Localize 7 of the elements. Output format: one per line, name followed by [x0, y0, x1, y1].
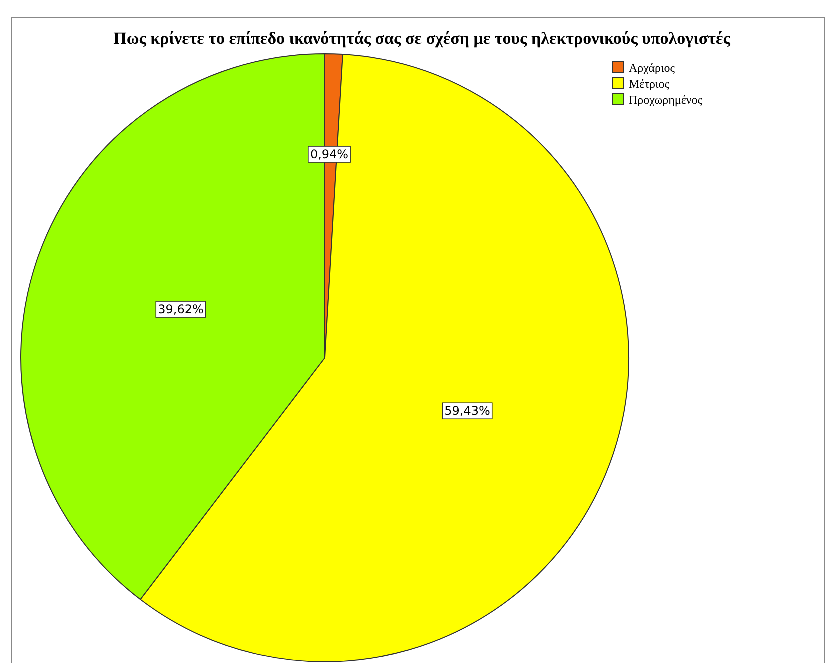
chart-title: Πως κρίνετε το επίπεδο ικανότητάς σας σε σχέση με τους ηλεκτρονικούς υπολογιστές	[114, 29, 732, 48]
legend-label: Προχωρημένος	[629, 93, 703, 107]
data-label: 39,62%	[158, 302, 204, 317]
data-label: 0,94%	[310, 148, 349, 162]
legend-label: Μέτριος	[629, 77, 670, 91]
data-label: 59,43%	[444, 404, 490, 418]
legend-label: Αρχάριος	[629, 61, 676, 75]
